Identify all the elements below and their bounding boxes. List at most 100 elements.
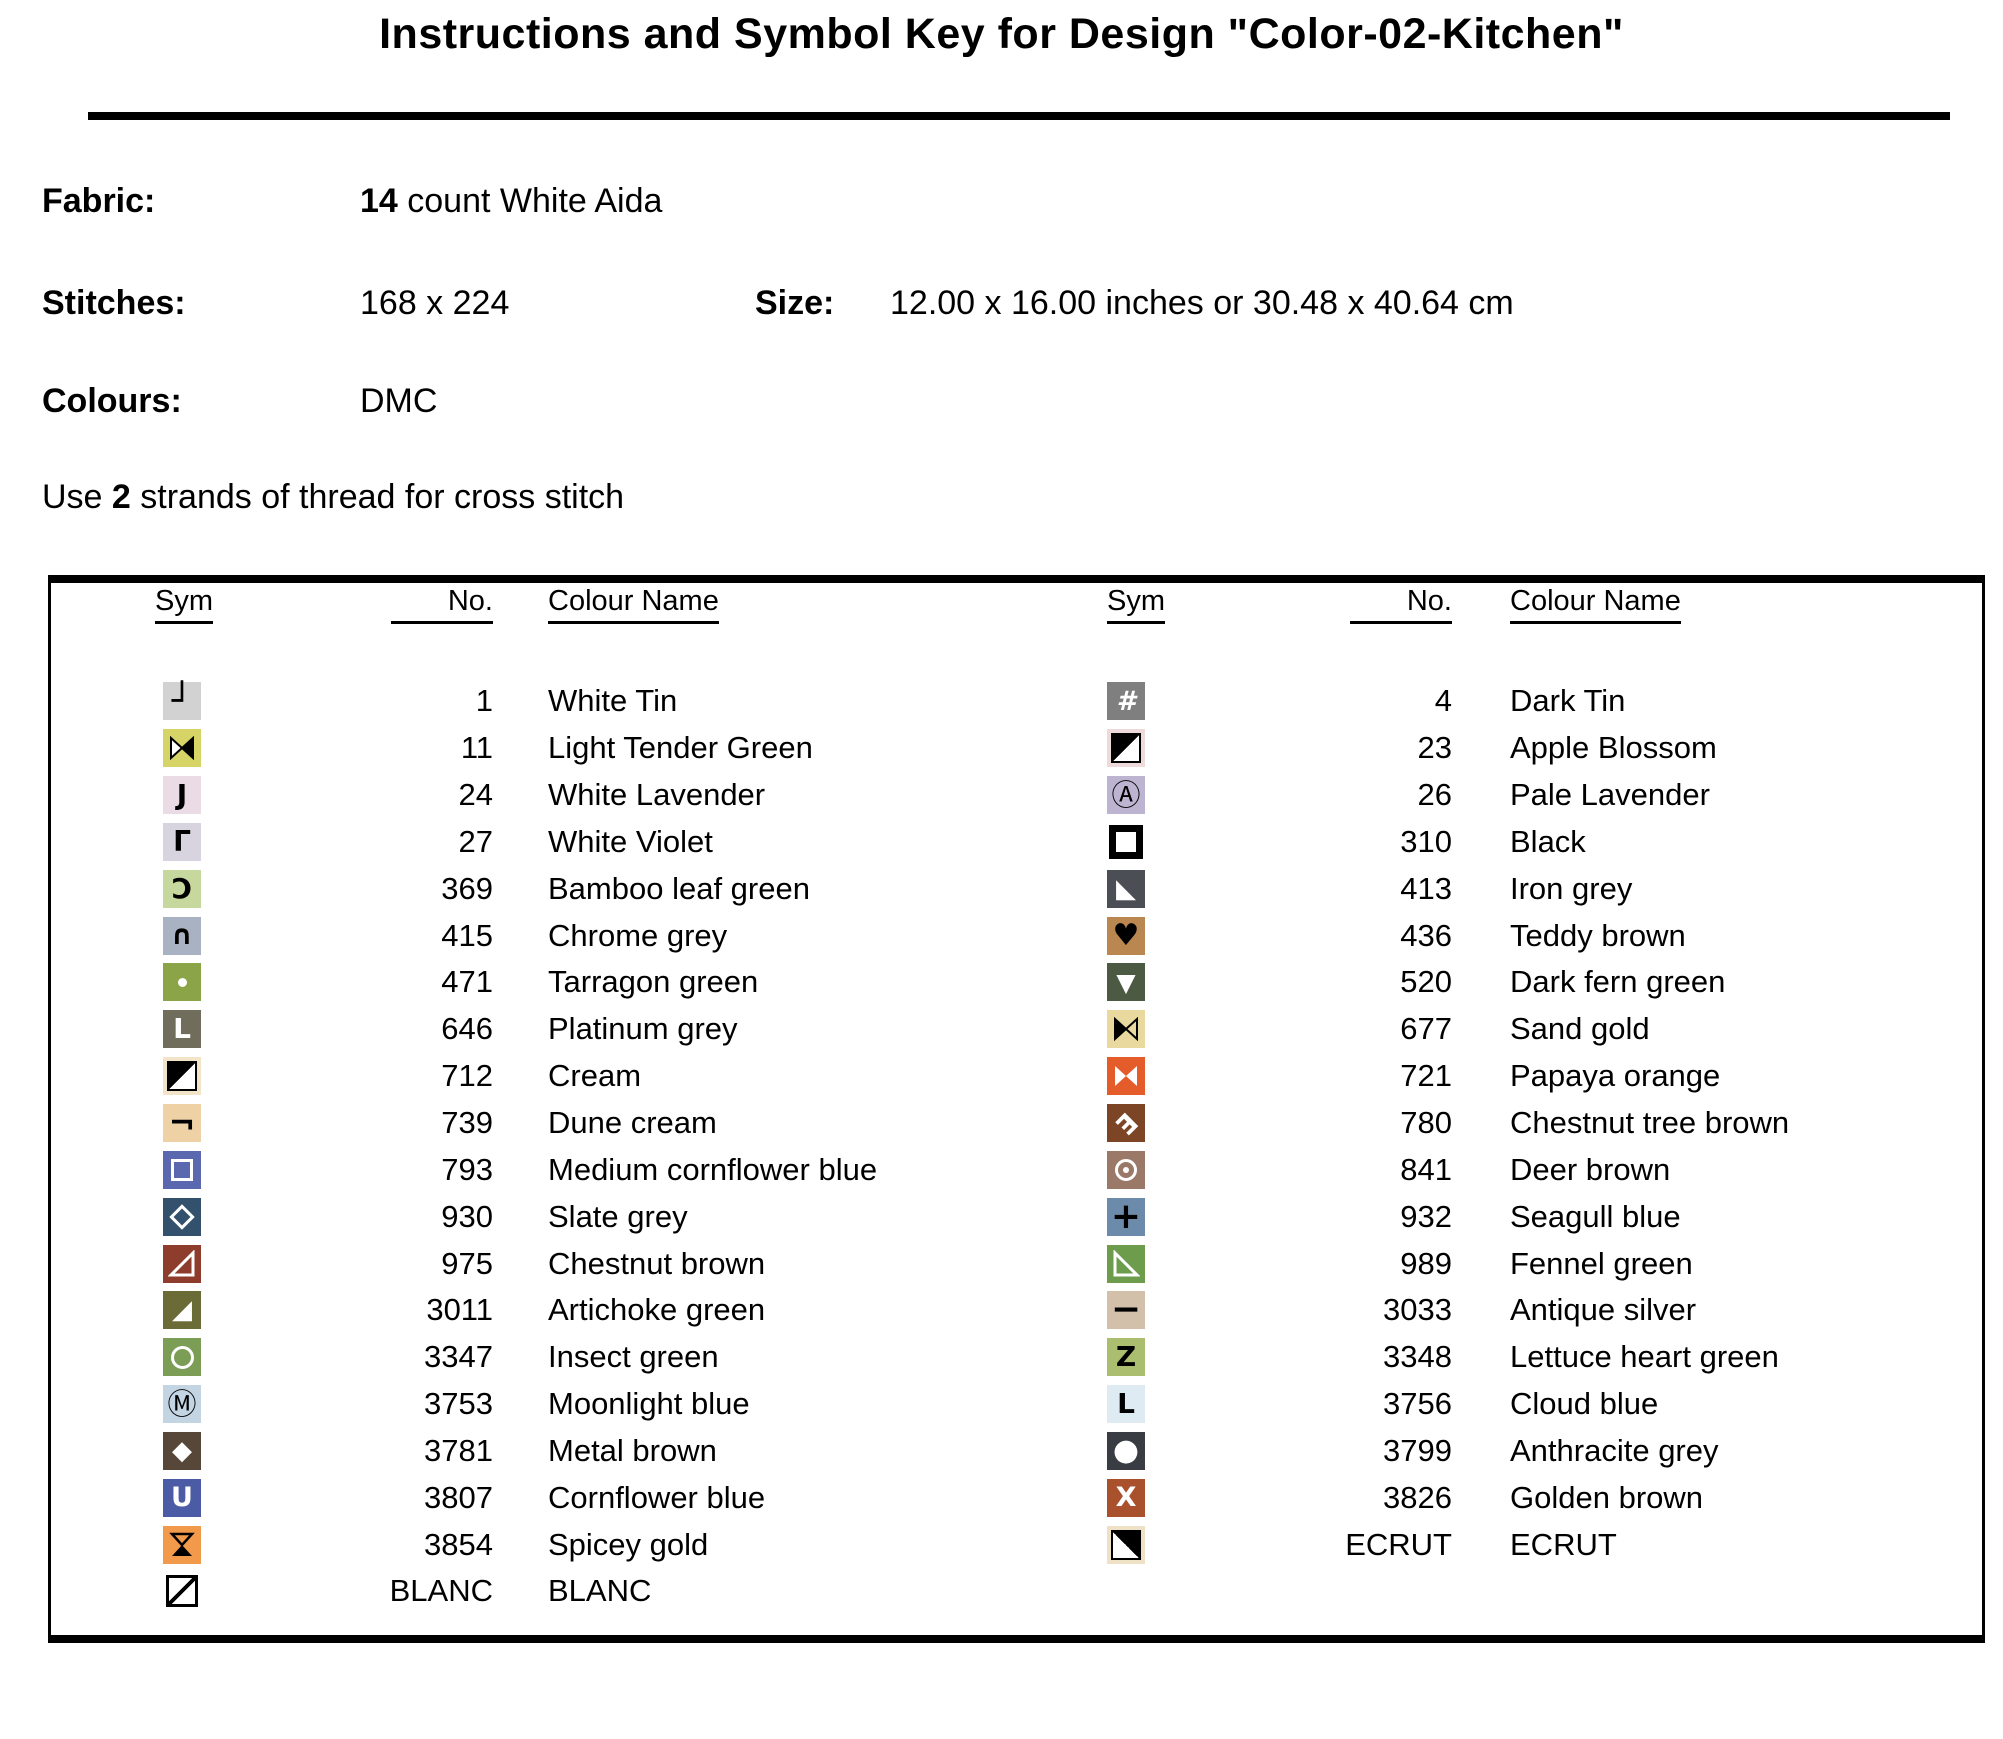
fabric-rest: count White Aida: [397, 182, 663, 220]
colour-name: Tarragon green: [548, 964, 759, 1000]
colour-number: 841: [1400, 1151, 1452, 1187]
colour-name: Teddy brown: [1510, 917, 1686, 953]
triangle-outline-bottom-right-icon: [163, 1244, 201, 1283]
letter-Z-icon: Z: [1107, 1338, 1145, 1377]
key-row: 677 Sand gold: [1107, 1006, 1789, 1053]
colour-name: Moonlight blue: [548, 1386, 750, 1422]
heart-icon: ♥: [1107, 916, 1145, 955]
key-row: L 3756 Cloud blue: [1107, 1381, 1789, 1428]
colour-number: 11: [460, 730, 493, 766]
fabric-value: 14 count White Aida: [360, 182, 662, 221]
stitches-label: Stitches:: [42, 284, 186, 322]
colour-number: ECRUT: [1345, 1526, 1452, 1562]
header-no-left: No.: [391, 585, 493, 624]
colour-number: 739: [441, 1105, 493, 1141]
colour-number: 3033: [1383, 1292, 1452, 1328]
corner-bottom-right-icon: ┘: [163, 682, 201, 721]
colour-name: Apple Blossom: [1510, 730, 1717, 766]
key-row: 11 Light Tender Green: [163, 725, 877, 772]
colour-name: Dark Tin: [1510, 683, 1626, 719]
colour-number: 975: [441, 1245, 493, 1281]
colour-number: 4: [1434, 683, 1452, 719]
cap-arch-icon: ∩: [163, 916, 201, 955]
white-circle-outline-icon: [163, 1338, 201, 1377]
header-sym-right: Sym: [1107, 585, 1165, 624]
colour-number: 23: [1417, 730, 1452, 766]
colour-number: 3348: [1383, 1339, 1452, 1375]
colour-number: 415: [441, 917, 493, 953]
white-diamond-filled-icon: ◆: [163, 1431, 201, 1470]
stitches-value: 168 x 224: [360, 284, 510, 322]
strands-note: Use 2 strands of thread for cross stitch: [42, 478, 624, 517]
key-row: − 3033 Antique silver: [1107, 1287, 1789, 1334]
colour-name: Iron grey: [1510, 870, 1633, 906]
key-row: 975 Chestnut brown: [163, 1240, 877, 1287]
letter-gamma-icon: Γ: [163, 822, 201, 861]
symbol-key-table: Sym No. Colour Name Sym No. Colour Name …: [48, 575, 1985, 1643]
colour-number: 3781: [424, 1432, 493, 1468]
key-row: 3854 Spicey gold: [163, 1521, 877, 1568]
key-rows-right: #4 Dark Tin 23 Apple Blossom Ⓐ 26 Pale Lavende…: [1107, 678, 1789, 1568]
colours-value: DMC: [360, 382, 438, 420]
key-row: ♥ 436 Teddy brown: [1107, 912, 1789, 959]
target-circle-dot-icon: [1107, 1150, 1145, 1189]
colour-name: Platinum grey: [548, 1011, 738, 1047]
colour-name: White Lavender: [548, 777, 766, 813]
colour-name: Spicey gold: [548, 1526, 709, 1562]
key-row: 471 Tarragon green: [163, 959, 877, 1006]
key-row: ▼ 520 Dark fern green: [1107, 959, 1789, 1006]
key-row: E 780 Chestnut tree brown: [1107, 1100, 1789, 1147]
colour-number: 471: [441, 964, 493, 1000]
plus-icon: +: [1107, 1197, 1145, 1236]
colour-number: 3756: [1383, 1386, 1452, 1422]
triangle-outline-bottom-left-icon: [1107, 1244, 1145, 1283]
key-row: ∩ 415 Chrome grey: [163, 912, 877, 959]
colour-name: Black: [1510, 823, 1586, 859]
white-square-outline-icon: [163, 1150, 201, 1189]
colour-number: 646: [441, 1011, 493, 1047]
size-label: Size:: [755, 284, 835, 322]
header-name-left: Colour Name: [548, 585, 719, 624]
colour-name: Chrome grey: [548, 917, 728, 953]
letter-X-icon: X: [1107, 1478, 1145, 1517]
key-row: Ⓐ 26 Pale Lavender: [1107, 772, 1789, 819]
colour-number: 3826: [1383, 1479, 1452, 1515]
page-title: Instructions and Symbol Key for Design "…: [379, 10, 1624, 58]
key-row: 841 Deer brown: [1107, 1146, 1789, 1193]
colour-number: 3753: [424, 1386, 493, 1422]
colour-name: Deer brown: [1510, 1151, 1671, 1187]
square-upper-left-black-icon: [163, 1057, 201, 1096]
white-circle-filled-icon: ●: [1107, 1431, 1145, 1470]
colour-name: Cornflower blue: [548, 1479, 766, 1515]
colour-name: Antique silver: [1510, 1292, 1697, 1328]
key-rows-left: ┘ 1 White Tin 11 Light Tender Green J 24 White …: [163, 678, 877, 1615]
colour-number: 310: [1400, 823, 1452, 859]
key-row: 793 Medium cornflower blue: [163, 1146, 877, 1193]
bowtie-left-filled-icon: [1107, 1010, 1145, 1049]
key-row: J 24 White Lavender: [163, 772, 877, 819]
key-row: #4 Dark Tin: [1107, 678, 1789, 725]
key-row: ◣ 413 Iron grey: [1107, 865, 1789, 912]
colour-name: Seagull blue: [1510, 1198, 1681, 1234]
key-row: X 3826 Golden brown: [1107, 1474, 1789, 1521]
hourglass-icon: [163, 1525, 201, 1564]
colour-name: Dune cream: [548, 1105, 717, 1141]
colour-number: BLANC: [389, 1573, 493, 1609]
colour-name: Insect green: [548, 1339, 719, 1375]
key-row: 310 Black: [1107, 819, 1789, 866]
key-row: U 3807 Cornflower blue: [163, 1474, 877, 1521]
key-row: ¬ 739 Dune cream: [163, 1100, 877, 1147]
key-row: ◢ 3011 Artichoke green: [163, 1287, 877, 1334]
colour-name: Chestnut tree brown: [1510, 1105, 1790, 1141]
colour-name: Papaya orange: [1510, 1058, 1721, 1094]
white-L-blob-icon: L: [163, 1010, 201, 1049]
key-row: Ⓜ 3753 Moonlight blue: [163, 1381, 877, 1428]
colour-name: Lettuce heart green: [1510, 1339, 1779, 1375]
colour-number: 520: [1400, 964, 1452, 1000]
colour-number: 793: [441, 1151, 493, 1187]
triangle-filled-bottom-left-icon: ◣: [1107, 869, 1145, 908]
corner-top-right-icon: ¬: [163, 1104, 201, 1143]
square-upper-left-black-icon: [1107, 729, 1145, 768]
colour-name: Light Tender Green: [548, 730, 813, 766]
